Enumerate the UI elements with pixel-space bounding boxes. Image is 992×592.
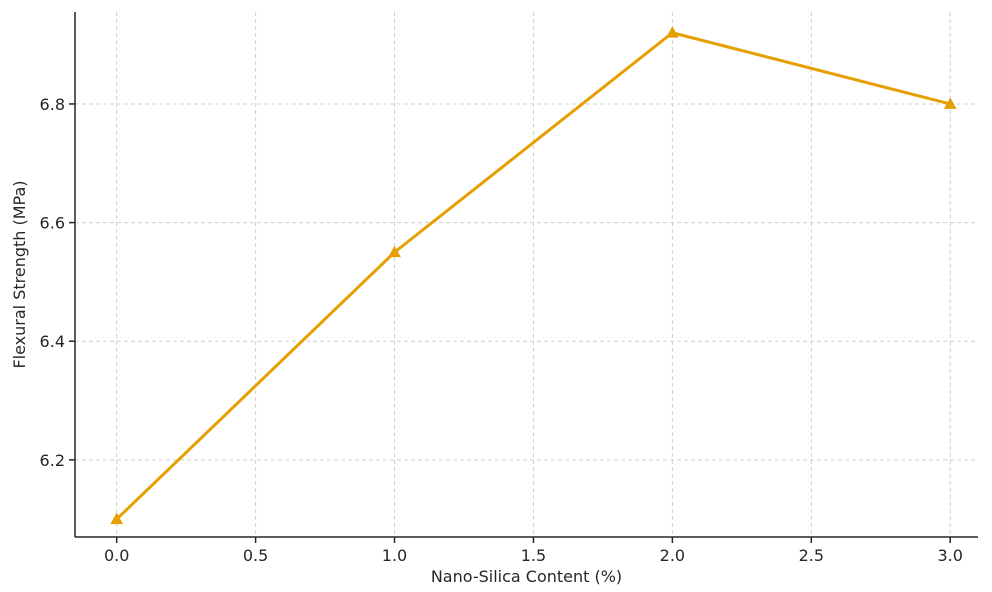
- y-tick-label: 6.4: [40, 332, 65, 351]
- y-axis-label: Flexural Strength (MPa): [10, 180, 29, 368]
- x-axis-label: Nano-Silica Content (%): [431, 567, 622, 586]
- data-point-marker: [943, 97, 957, 109]
- y-tick-label: 6.8: [40, 95, 65, 114]
- x-tick-label: 2.0: [660, 546, 685, 565]
- ticks: 0.0 0.5 1.0 1.5 2.0 2.5 3.0 6.2 6.4 6.6 6.8: [40, 95, 963, 565]
- y-tick-label: 6.6: [40, 214, 65, 233]
- data-point-marker: [388, 245, 401, 258]
- data-point-marker: [110, 512, 124, 525]
- x-tick-label: 0.0: [104, 546, 129, 565]
- x-tick-label: 1.5: [521, 546, 546, 565]
- x-tick-label: 1.0: [382, 546, 407, 565]
- x-tick-label: 0.5: [243, 546, 268, 565]
- x-tick-label: 2.5: [799, 546, 824, 565]
- grid: [75, 12, 978, 537]
- series: [110, 26, 957, 525]
- x-tick-label: 3.0: [937, 546, 962, 565]
- axes: [74, 12, 978, 538]
- y-tick-label: 6.2: [40, 451, 65, 470]
- series-line: [115, 31, 952, 521]
- data-point-marker: [666, 26, 679, 38]
